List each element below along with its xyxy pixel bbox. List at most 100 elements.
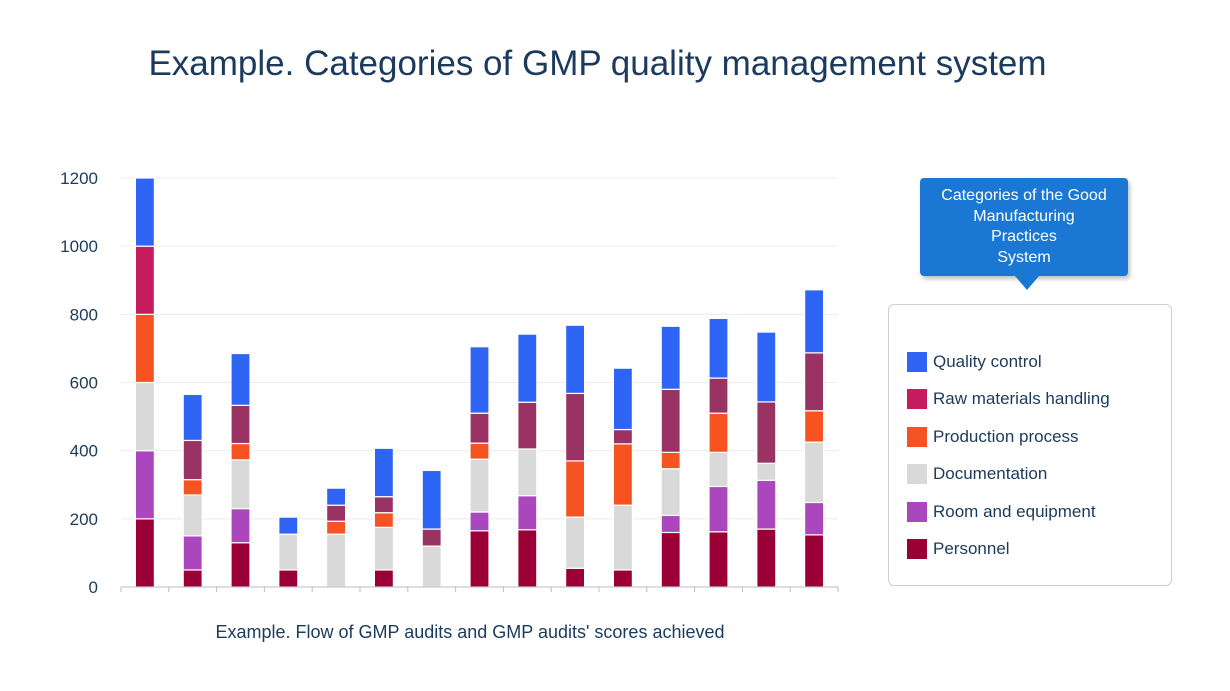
legend-item-room-equipment: Room and equipment [907, 493, 1171, 531]
legend: Quality control Raw materials handling P… [888, 304, 1172, 586]
legend-swatch [907, 389, 927, 410]
legend-swatch [907, 464, 927, 485]
bar-segment [182, 535, 203, 571]
bar-segment [708, 377, 729, 414]
legend-item-documentation: Documentation [907, 456, 1171, 494]
bar-segment [708, 412, 729, 453]
bar-segment [134, 518, 155, 588]
legend-item-raw-materials: Raw materials handling [907, 381, 1171, 419]
y-tick-label: 0 [89, 578, 98, 597]
bar-segment [373, 496, 394, 514]
bar-segment [278, 533, 299, 571]
bar-segment [230, 542, 251, 588]
y-axis-ticks: 0 200 400 600 800 1000 1200 [60, 169, 98, 597]
stacked-bar-chart: 0 200 400 600 800 1000 1200 [60, 169, 839, 597]
bar-segment [612, 569, 634, 588]
bar-segment [469, 530, 490, 588]
y-tick-label: 400 [70, 442, 98, 461]
x-axis [120, 586, 839, 592]
bar-segment [230, 404, 251, 445]
bar-segment [134, 313, 155, 384]
bar-segment [564, 460, 586, 518]
legend-label: Quality control [933, 351, 1042, 371]
bar-segment [803, 534, 825, 588]
bar-segment [326, 533, 347, 588]
bar-segment [708, 485, 729, 533]
bar-segment [421, 469, 442, 530]
bar-segment [756, 401, 777, 464]
legend-swatch [907, 426, 927, 447]
bar-segment [421, 545, 442, 588]
bar-segment [278, 516, 299, 535]
bar-segment [660, 451, 681, 470]
bar-segment [564, 392, 586, 462]
bar-segment [278, 569, 299, 588]
bar-segment [134, 245, 155, 315]
legend-callout: Categories of the Good Manufacturing Pra… [920, 178, 1128, 276]
bar-segment [373, 526, 394, 571]
legend-label: Raw materials handling [933, 389, 1110, 409]
y-tick-label: 1200 [60, 169, 98, 188]
bar-segment [517, 333, 538, 403]
bar-segment [469, 346, 490, 414]
bar-segment [708, 531, 729, 588]
bar-segment [326, 504, 347, 522]
bar-segment [326, 520, 347, 535]
bar-segment [469, 458, 490, 513]
legend-label: Room and equipment [933, 501, 1096, 521]
bar-segment [564, 324, 586, 395]
y-tick-label: 600 [70, 374, 98, 393]
bar-segment [469, 442, 490, 460]
bar-segment [373, 569, 394, 588]
bar-segment [517, 448, 538, 497]
bar-segment [803, 352, 825, 412]
legend-item-personnel: Personnel [907, 531, 1171, 569]
bar-segment [756, 479, 777, 530]
bar-segment [230, 459, 251, 510]
bar-segment [612, 428, 634, 445]
bar-segment [660, 325, 681, 390]
bar-segment [230, 508, 251, 544]
bar-segment [612, 443, 634, 506]
bar-segment [612, 367, 634, 431]
bar-segment [660, 514, 681, 534]
bar-segment [182, 569, 203, 588]
bar-segment [660, 468, 681, 517]
bar-segment [564, 516, 586, 569]
legend-swatch [907, 351, 927, 372]
bar-segment [660, 531, 681, 588]
legend-swatch [907, 501, 927, 522]
y-tick-label: 1000 [60, 237, 98, 256]
y-tick-label: 800 [70, 305, 98, 324]
bar-segment [660, 388, 681, 453]
y-tick-label: 200 [70, 510, 98, 529]
bar-segment [517, 401, 538, 450]
bar-segment [517, 495, 538, 531]
bar-segment [134, 450, 155, 520]
bar-segment [517, 529, 538, 588]
legend-label: Production process [933, 426, 1079, 446]
bar-segment [708, 451, 729, 488]
bar-segment [182, 479, 203, 496]
chart-subtitle: Example. Flow of GMP audits and GMP audi… [215, 622, 725, 642]
callout-arrow [1015, 276, 1039, 290]
bar-segment [469, 511, 490, 532]
bar-segment [756, 462, 777, 481]
bar-segment [134, 381, 155, 452]
bar-segment [134, 177, 155, 247]
bar-segment [373, 447, 394, 498]
bar-segment [756, 331, 777, 403]
bar-segment [803, 441, 825, 504]
legend-label: Personnel [933, 539, 1010, 559]
bar-segment [230, 352, 251, 406]
bars [134, 177, 825, 588]
legend-swatch [907, 539, 927, 560]
bar-segment [708, 317, 729, 379]
bar-segment [564, 567, 586, 588]
bar-segment [612, 504, 634, 571]
legend-label: Documentation [933, 464, 1048, 484]
bar-segment [756, 528, 777, 588]
bar-segment [182, 494, 203, 537]
bar-segment [803, 410, 825, 443]
bar-segment [421, 528, 442, 547]
